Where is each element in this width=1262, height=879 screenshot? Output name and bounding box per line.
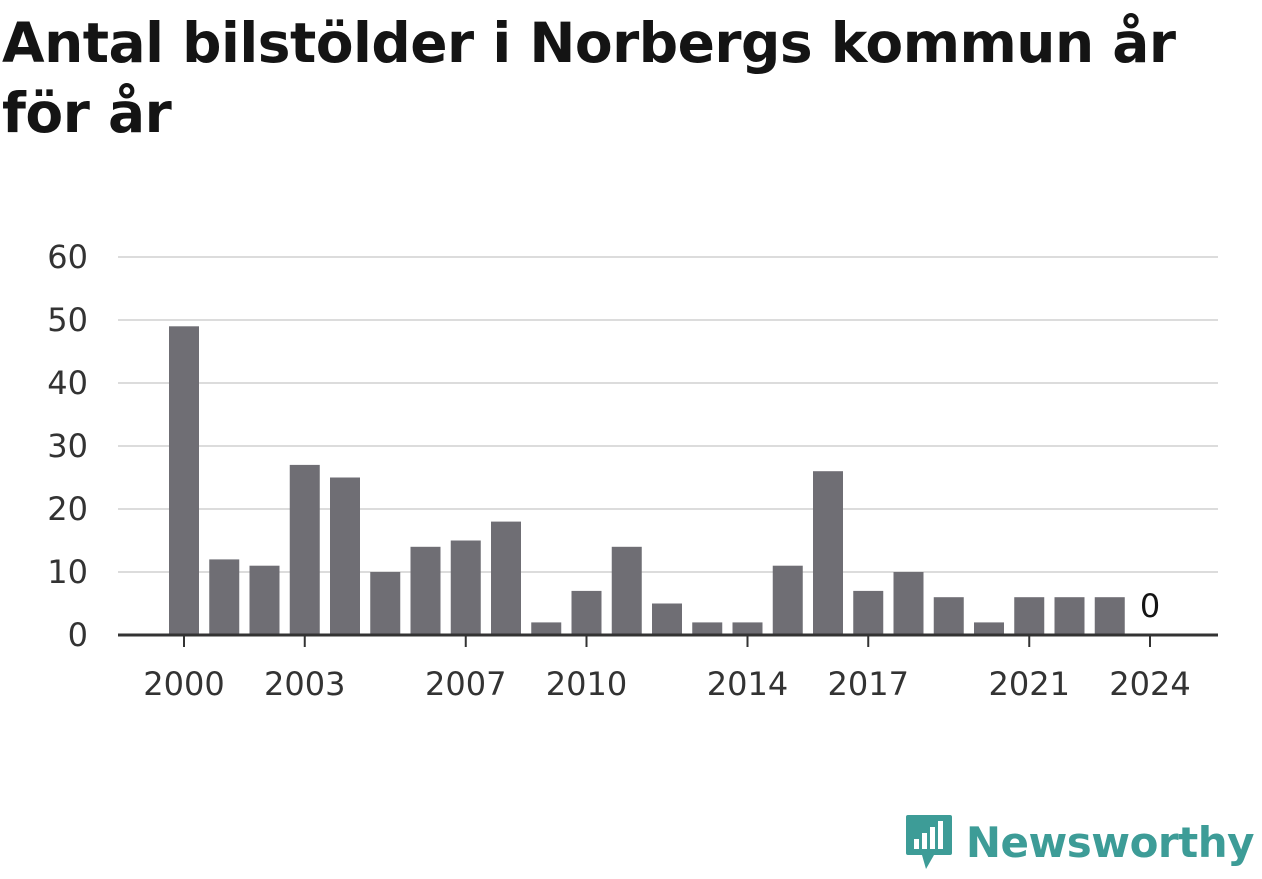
- bar-2004: [330, 477, 360, 635]
- y-tick-label-50: 50: [47, 301, 88, 339]
- x-tick-label-2024: 2024: [1109, 665, 1190, 703]
- chart-title: Antal bilstölder i Norbergs kommun år fö…: [2, 11, 1176, 145]
- bar-2020: [974, 622, 1004, 635]
- y-tick-label-30: 30: [47, 427, 88, 465]
- bar-2000: [169, 326, 199, 635]
- data-label-2024: 0: [1140, 587, 1160, 625]
- bar-2014: [732, 622, 763, 635]
- bar-2001: [209, 559, 240, 635]
- bar-2022: [1054, 597, 1085, 635]
- bar-2023: [1094, 597, 1125, 635]
- y-tick-label-60: 60: [47, 238, 88, 276]
- y-axis-ticks: 0 10 20 30 40 50 60: [47, 238, 88, 654]
- bar-2002: [249, 565, 280, 635]
- bar-2019: [933, 597, 964, 635]
- bar-2003: [289, 464, 320, 635]
- x-tick-label-2003: 2003: [264, 665, 345, 703]
- x-tick-label-2017: 2017: [828, 665, 909, 703]
- bar-2006: [410, 546, 441, 635]
- x-tick-label-2010: 2010: [546, 665, 627, 703]
- x-tick-label-2021: 2021: [989, 665, 1070, 703]
- x-tick-label-2000: 2000: [143, 665, 224, 703]
- gridlines: [118, 256, 1218, 573]
- bar-2007: [450, 540, 481, 635]
- bars: [169, 326, 1125, 635]
- x-tick-label-2014: 2014: [707, 665, 788, 703]
- bar-2015: [772, 565, 803, 635]
- newsworthy-logo: Newsworthy: [904, 813, 1255, 871]
- bar-2009: [531, 622, 562, 635]
- bar-2013: [692, 622, 723, 635]
- y-tick-label-20: 20: [47, 490, 88, 528]
- bar-2012: [652, 603, 682, 635]
- bar-2011: [611, 546, 642, 635]
- bar-2018: [893, 572, 924, 635]
- bar-2016: [813, 471, 843, 635]
- x-axis: 2000 2003 2007 2010 2014 2017 2021 2024: [118, 633, 1218, 703]
- y-tick-label-40: 40: [47, 364, 88, 402]
- bar-2017: [853, 590, 884, 635]
- y-tick-label-10: 10: [47, 553, 88, 591]
- newsworthy-logo-icon: [905, 815, 952, 869]
- data-labels: 0: [1140, 587, 1160, 625]
- bar-2010: [571, 590, 602, 635]
- bar-2005: [370, 572, 401, 635]
- newsworthy-logo-text: Newsworthy: [965, 817, 1255, 867]
- y-tick-label-0: 0: [68, 616, 88, 654]
- bar-2008: [491, 521, 521, 635]
- x-tick-label-2007: 2007: [425, 665, 506, 703]
- bar-2021: [1014, 597, 1045, 635]
